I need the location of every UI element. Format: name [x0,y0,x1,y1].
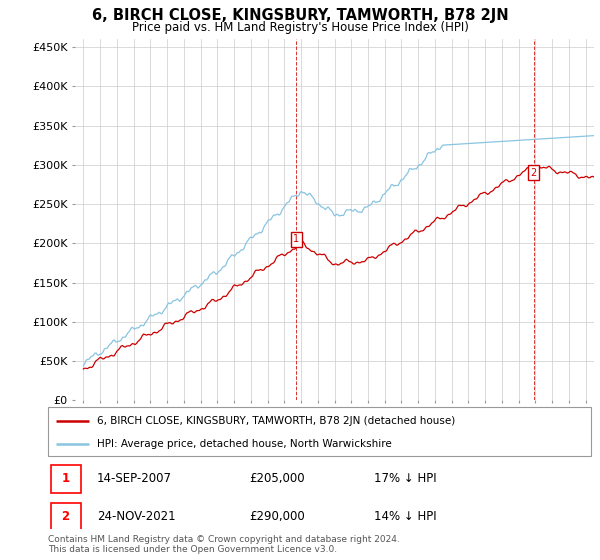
Text: 2: 2 [62,510,70,523]
Text: 14-SEP-2007: 14-SEP-2007 [97,472,172,486]
Text: HPI: Average price, detached house, North Warwickshire: HPI: Average price, detached house, Nort… [97,439,392,449]
Text: 1: 1 [293,235,299,244]
Text: 17% ↓ HPI: 17% ↓ HPI [374,472,436,486]
Text: 6, BIRCH CLOSE, KINGSBURY, TAMWORTH, B78 2JN: 6, BIRCH CLOSE, KINGSBURY, TAMWORTH, B78… [92,8,508,24]
Text: 6, BIRCH CLOSE, KINGSBURY, TAMWORTH, B78 2JN (detached house): 6, BIRCH CLOSE, KINGSBURY, TAMWORTH, B78… [97,416,455,426]
Text: 1: 1 [62,472,70,486]
FancyBboxPatch shape [48,407,591,456]
FancyBboxPatch shape [51,503,80,531]
Text: 14% ↓ HPI: 14% ↓ HPI [374,510,436,523]
Text: 24-NOV-2021: 24-NOV-2021 [97,510,175,523]
Text: Contains HM Land Registry data © Crown copyright and database right 2024.
This d: Contains HM Land Registry data © Crown c… [48,535,400,554]
Text: Price paid vs. HM Land Registry's House Price Index (HPI): Price paid vs. HM Land Registry's House … [131,21,469,34]
Text: 2: 2 [530,167,537,178]
Text: £205,000: £205,000 [249,472,305,486]
FancyBboxPatch shape [51,465,80,493]
Text: £290,000: £290,000 [249,510,305,523]
